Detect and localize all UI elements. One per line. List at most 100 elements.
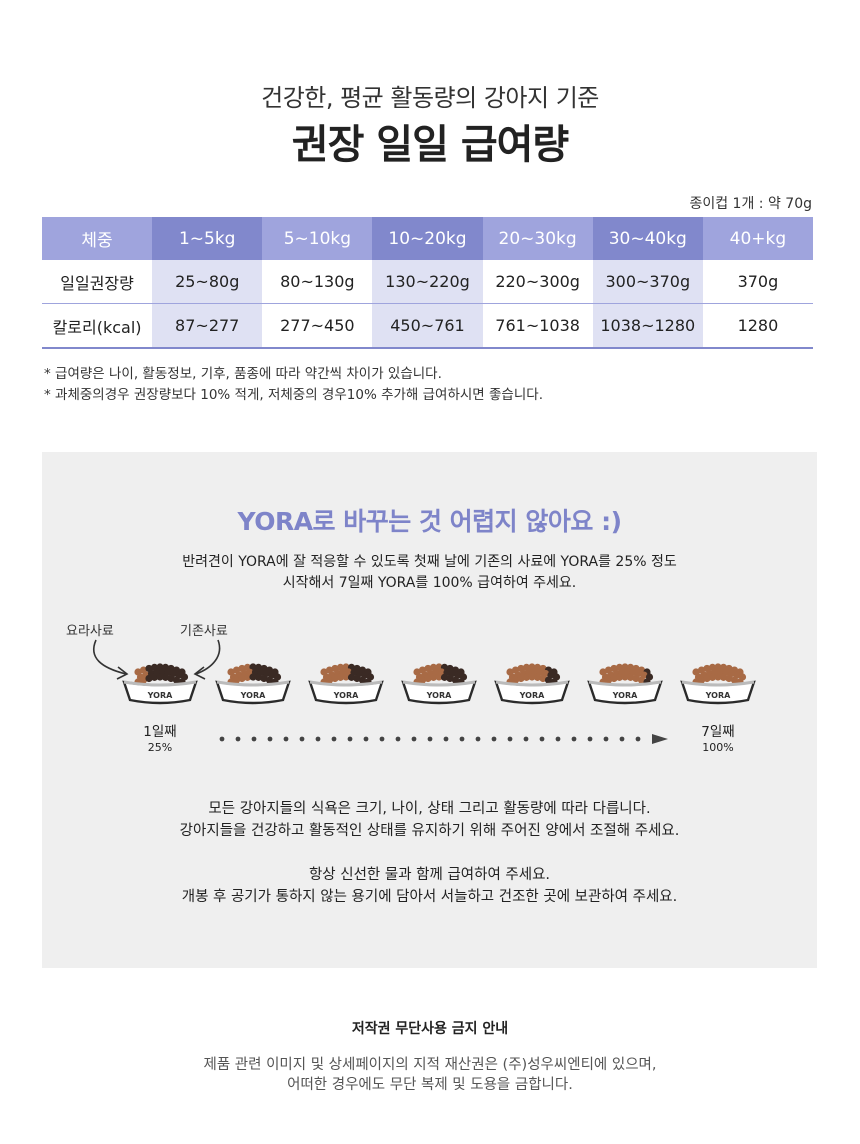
bowl-label: YORA xyxy=(333,691,359,700)
kibble xyxy=(139,676,148,684)
table-cell: 130~220g xyxy=(372,260,483,304)
kibble xyxy=(331,674,339,683)
kibble xyxy=(265,676,274,684)
food-bowl-day-5: YORA xyxy=(494,658,570,708)
intro-line: 시작해서 7일째 YORA를 100% 급여하여 주세요. xyxy=(282,575,577,591)
note-line: * 과체중의경우 권장량보다 10% 적게, 저체중의 경우10% 추가해 급여… xyxy=(44,387,543,403)
bowl-rim xyxy=(588,680,662,687)
kibble xyxy=(353,674,361,683)
instruction-line: 강아지들을 건강하고 활동적인 상태를 유지하기 위해 주어진 양에서 조절해 … xyxy=(179,823,680,839)
progress-dot xyxy=(443,736,449,742)
kibble-pile xyxy=(320,663,375,686)
progress-dot xyxy=(475,736,481,742)
progress-dot xyxy=(379,736,385,742)
kibble xyxy=(358,676,367,684)
cup-note: 종이컵 1개 : 약 70g xyxy=(689,196,812,212)
kibble-pile xyxy=(134,663,189,686)
kibble-pile xyxy=(413,663,468,686)
progress-dot xyxy=(587,736,593,742)
feeding-table: 체중 1~5kg 5~10kg 10~20kg 20~30kg 30~40kg … xyxy=(42,217,813,349)
kibble xyxy=(325,676,334,684)
progress-dot xyxy=(219,736,225,742)
kibble-pile xyxy=(599,663,654,686)
kibble xyxy=(145,674,153,683)
progress-dot xyxy=(347,736,353,742)
feeding-notes: * 급여량은 나이, 활동정보, 기후, 품종에 따라 약간씩 차이가 있습니다… xyxy=(44,364,543,406)
curved-arrow-icon xyxy=(193,639,221,680)
table-cell: 220~300g xyxy=(482,260,593,304)
kibble xyxy=(435,673,443,681)
bowl-rim xyxy=(309,680,383,687)
label-existing-food: 기존사료 xyxy=(180,624,228,639)
food-bowl-day-6: YORA xyxy=(587,658,663,708)
table-row: 일일권장량 25~80g 80~130g 130~220g 220~300g 3… xyxy=(42,260,813,304)
kibble xyxy=(719,673,728,681)
progress-dot xyxy=(539,736,545,742)
food-bowl-day-4: YORA xyxy=(401,658,477,708)
progress-dot xyxy=(395,736,401,742)
table-header-row: 체중 1~5kg 5~10kg 10~20kg 20~30kg 30~40kg … xyxy=(42,217,813,260)
kibble xyxy=(604,676,613,684)
kibble xyxy=(451,676,460,684)
progress-dot xyxy=(555,736,561,742)
instruction-line: 개봉 후 공기가 통하지 않는 용기에 담아서 서늘하고 건조한 곳에 보관하여… xyxy=(181,889,678,905)
start-day: 1일째 xyxy=(143,724,177,740)
progress-dot xyxy=(235,736,241,742)
instruction-line: 모든 강아지들의 식욕은 크기, 나이, 상태 그리고 활동량에 따라 다릅니다… xyxy=(208,801,651,817)
progress-dot xyxy=(619,736,625,742)
food-bowl-day-3: YORA xyxy=(308,658,384,708)
kibble xyxy=(544,676,553,684)
food-bowl-day-7: YORA xyxy=(680,658,756,708)
kibble xyxy=(150,673,159,681)
kibble xyxy=(424,674,432,683)
progress-dot xyxy=(507,736,513,742)
table-cell: 80~130g xyxy=(262,260,373,304)
kibble xyxy=(539,674,547,683)
table-cell: 277~450 xyxy=(262,303,373,349)
kibble xyxy=(511,676,520,684)
food-bowl-day-1: YORA xyxy=(122,658,198,708)
transition-intro: 반려견이 YORA에 잘 적응할 수 있도록 첫째 날에 기존의 사료에 YOR… xyxy=(42,552,817,594)
progress-dot xyxy=(491,736,497,742)
progress-dot xyxy=(427,736,433,742)
progress-dot xyxy=(571,736,577,742)
kibble xyxy=(254,673,263,681)
progress-dots xyxy=(219,734,668,744)
kibble xyxy=(621,673,629,681)
progress-dot xyxy=(363,736,369,742)
copyright-title: 저작권 무단사용 금지 안내 xyxy=(351,1021,509,1037)
kibble xyxy=(517,674,525,683)
progress-dot xyxy=(267,736,273,742)
bowl-rim xyxy=(495,680,569,687)
transition-panel: YORA로 바꾸는 것 어렵지 않아요 :) 반려견이 YORA에 잘 적응할 … xyxy=(42,452,817,968)
progress-dot xyxy=(315,736,321,742)
table-cell: 1038~1280 xyxy=(592,303,703,349)
kibble xyxy=(249,673,257,681)
progress-dot xyxy=(251,736,257,742)
kibble xyxy=(528,673,536,681)
care-instructions: 모든 강아지들의 식욕은 크기, 나이, 상태 그리고 활동량에 따라 다릅니다… xyxy=(42,798,817,908)
kibble xyxy=(418,676,427,684)
copyright-line: 어떠한 경우에도 무단 복제 및 도용을 금합니다. xyxy=(287,1077,573,1093)
kibble xyxy=(697,676,706,684)
header-cell: 5~10kg xyxy=(262,217,373,260)
table-cell: 450~761 xyxy=(372,303,483,349)
intro-line: 반려견이 YORA에 잘 적응할 수 있도록 첫째 날에 기존의 사료에 YOR… xyxy=(182,554,677,570)
end-day: 7일째 xyxy=(701,724,735,740)
table-cell: 761~1038 xyxy=(482,303,593,349)
header-cell: 30~40kg xyxy=(592,217,703,260)
bowl-label: YORA xyxy=(426,691,452,700)
page-subtitle: 건강한, 평균 활동량의 강아지 기준 xyxy=(261,84,599,112)
table-cell: 1280 xyxy=(702,303,813,349)
kibble xyxy=(342,673,350,681)
kibble xyxy=(637,676,646,684)
kibble xyxy=(632,674,640,683)
kibble xyxy=(610,674,618,683)
kibble xyxy=(626,673,635,681)
kibble-pile xyxy=(227,663,282,686)
start-percent: 25% xyxy=(147,741,173,754)
kibble xyxy=(161,673,170,681)
kibble-pile xyxy=(506,663,561,686)
bowl-label: YORA xyxy=(519,691,545,700)
bowl-label: YORA xyxy=(240,691,266,700)
